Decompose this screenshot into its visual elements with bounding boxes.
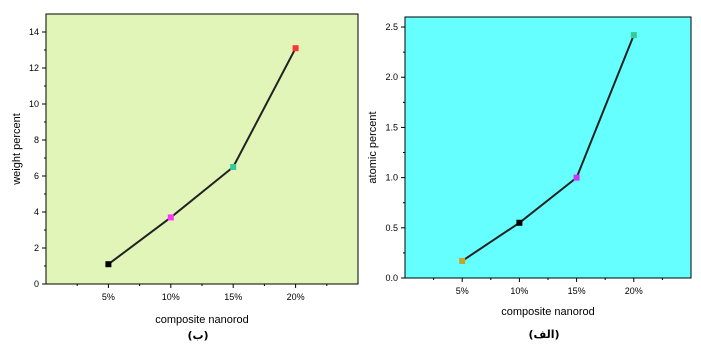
- data-point: [167, 214, 174, 221]
- y-tick-label: 14: [29, 27, 39, 37]
- data-point: [516, 219, 523, 226]
- x-tick-label: 10%: [510, 286, 528, 296]
- x-tick-label: 20%: [287, 292, 305, 302]
- x-tick-label: 5%: [456, 286, 469, 296]
- x-tick-label: 10%: [162, 292, 180, 302]
- atomic-percent-chart: 0.0 0.5 1.0 1.5 2.0 2.5 5% 10% 15% 20% atomic pe…: [367, 16, 692, 341]
- plot-area: [45, 13, 359, 285]
- plot-area: [404, 16, 692, 279]
- x-tick-label: 20%: [625, 286, 643, 296]
- y-tick-label: 10: [29, 99, 39, 109]
- y-tick-label: 2.5: [385, 22, 398, 32]
- y-axis-label: weight percent: [11, 113, 23, 186]
- y-tick-label: 0: [34, 279, 39, 289]
- data-point: [292, 45, 299, 52]
- series-line: [107, 47, 297, 266]
- data-point: [105, 261, 112, 268]
- y-tick-label: 2.0: [385, 72, 398, 82]
- y-tick-labels: 0 2 4 6 8 10 12 14: [29, 27, 39, 289]
- y-tick-label: 8: [34, 135, 39, 145]
- weight-percent-chart: 0 2 4 6 8 10 12 14 5% 10% 15% 20% weight percent c…: [11, 13, 359, 342]
- x-axis-label: composite nanorod: [501, 306, 595, 318]
- y-tick-label: 1.0: [385, 173, 398, 183]
- data-point: [459, 257, 466, 264]
- x-axis-label: composite nanorod: [155, 314, 249, 326]
- y-tick-label: 0.5: [385, 223, 398, 233]
- data-point: [230, 164, 237, 170]
- x-tick-label: 15%: [224, 292, 242, 302]
- data-point: [573, 174, 580, 181]
- data-points: [459, 32, 637, 264]
- y-tick-label: 1.5: [385, 122, 398, 132]
- chart-caption: (الف): [528, 328, 559, 341]
- x-tick-label: 15%: [568, 286, 586, 296]
- y-axis-label: atomic percent: [367, 111, 379, 183]
- series-line: [461, 34, 635, 262]
- y-tick-label: 4: [34, 207, 39, 217]
- data-points: [105, 45, 299, 268]
- axis-ticks: [401, 26, 663, 282]
- y-tick-label: 0.0: [385, 273, 398, 283]
- data-point: [630, 32, 637, 39]
- y-tick-label: 2: [34, 243, 39, 253]
- chart-caption: (ب): [187, 329, 208, 342]
- x-tick-labels: 5% 10% 15% 20%: [102, 292, 305, 302]
- y-tick-label: 12: [29, 63, 39, 73]
- x-tick-labels: 5% 10% 15% 20%: [456, 286, 643, 296]
- axis-ticks: [42, 31, 328, 288]
- y-tick-label: 6: [34, 171, 39, 181]
- y-tick-labels: 0.0 0.5 1.0 1.5 2.0 2.5: [385, 22, 398, 283]
- x-tick-label: 5%: [102, 292, 115, 302]
